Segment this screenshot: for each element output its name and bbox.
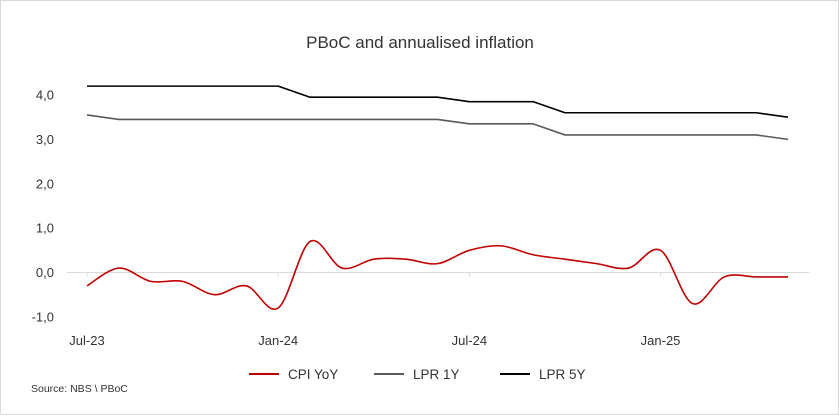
x-tick-label: Jul-24 (452, 333, 487, 348)
legend-item-cpi-yoy: CPI YoY (249, 367, 338, 382)
series-line-lpr-5y (87, 85, 789, 118)
legend-label: CPI YoY (288, 367, 338, 382)
chart-title: PBoC and annualised inflation (306, 33, 534, 52)
legend-item-lpr-1y: LPR 1Y (374, 367, 460, 382)
x-tick-label: Jan-25 (641, 333, 681, 348)
series-line-lpr-1y (86, 114, 789, 141)
y-tick-label: 0,0 (36, 265, 54, 280)
source-note: Source: NBS \ PBoC (31, 383, 128, 395)
y-tick-label: 2,0 (36, 176, 54, 191)
series-line-cpi-yoy (86, 239, 788, 311)
y-tick-label: 3,0 (36, 132, 54, 147)
legend-item-lpr-5y: LPR 5Y (500, 367, 586, 382)
y-tick-label: -1,0 (32, 309, 54, 324)
x-tick-label: Jan-24 (258, 333, 298, 348)
y-axis-labels: 4,0 3,0 2,0 1,0 0,0 -1,0 (32, 88, 54, 325)
y-tick-label: 1,0 (36, 221, 54, 236)
x-tick-label: Jul-23 (69, 333, 104, 348)
legend: CPI YoY LPR 1Y LPR 5Y (249, 367, 586, 382)
series-layer (86, 85, 789, 311)
legend-label: LPR 5Y (539, 367, 586, 382)
legend-label: LPR 1Y (413, 367, 460, 382)
y-tick-label: 4,0 (36, 88, 54, 103)
x-axis: Jul-23 Jan-24 Jul-24 Jan-25 (67, 272, 809, 348)
